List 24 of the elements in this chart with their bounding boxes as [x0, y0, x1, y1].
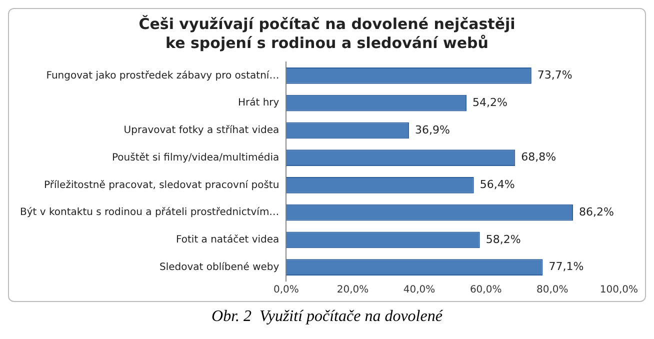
x-tick-label: 80,0%	[536, 284, 568, 296]
y-tick-label: Upravovat fotky a stříhat videa	[124, 125, 280, 136]
data-label: 56,4%	[480, 178, 515, 192]
data-label: 58,2%	[486, 232, 521, 246]
x-tick-label: 60,0%	[470, 284, 502, 296]
x-tick-label: 0,0%	[273, 284, 299, 296]
y-tick-label: Sledovat oblíbené weby	[160, 262, 280, 273]
data-label: 36,9%	[414, 123, 450, 136]
y-tick-label: Fotit a natáčet videa	[176, 234, 280, 246]
y-tick-label: Příležitostně pracovat, sledovat pracovní poštu	[44, 180, 280, 191]
x-tick-label: 40,0%	[403, 284, 436, 296]
chart-title: Češi využívají počítač na dovolené nejčastěji ke spojení s rodinou a sledování webů	[138, 15, 516, 53]
x-tick-label: 20,0%	[336, 284, 369, 296]
y-tick-label: Fungovat jako prostředek zábavy pro ostatní…	[46, 70, 280, 82]
data-label: 77,1%	[548, 260, 584, 274]
y-tick-label: Být v kontaktu s rodinou a přáteli prostřednictvím…	[20, 207, 280, 218]
data-label: 54,2%	[472, 96, 508, 109]
x-tick-label: 100,0%	[600, 284, 638, 296]
text: Obr. 2 Využití počítače na dovolené	[210, 308, 444, 326]
data-label: 73,7%	[537, 68, 572, 82]
data-label: 86,2%	[579, 205, 614, 218]
y-tick-label: Pouštět si filmy/videa/multimédia	[112, 152, 280, 164]
y-tick-label: Hrát hry	[238, 98, 280, 109]
data-label: 68,8%	[521, 150, 556, 164]
